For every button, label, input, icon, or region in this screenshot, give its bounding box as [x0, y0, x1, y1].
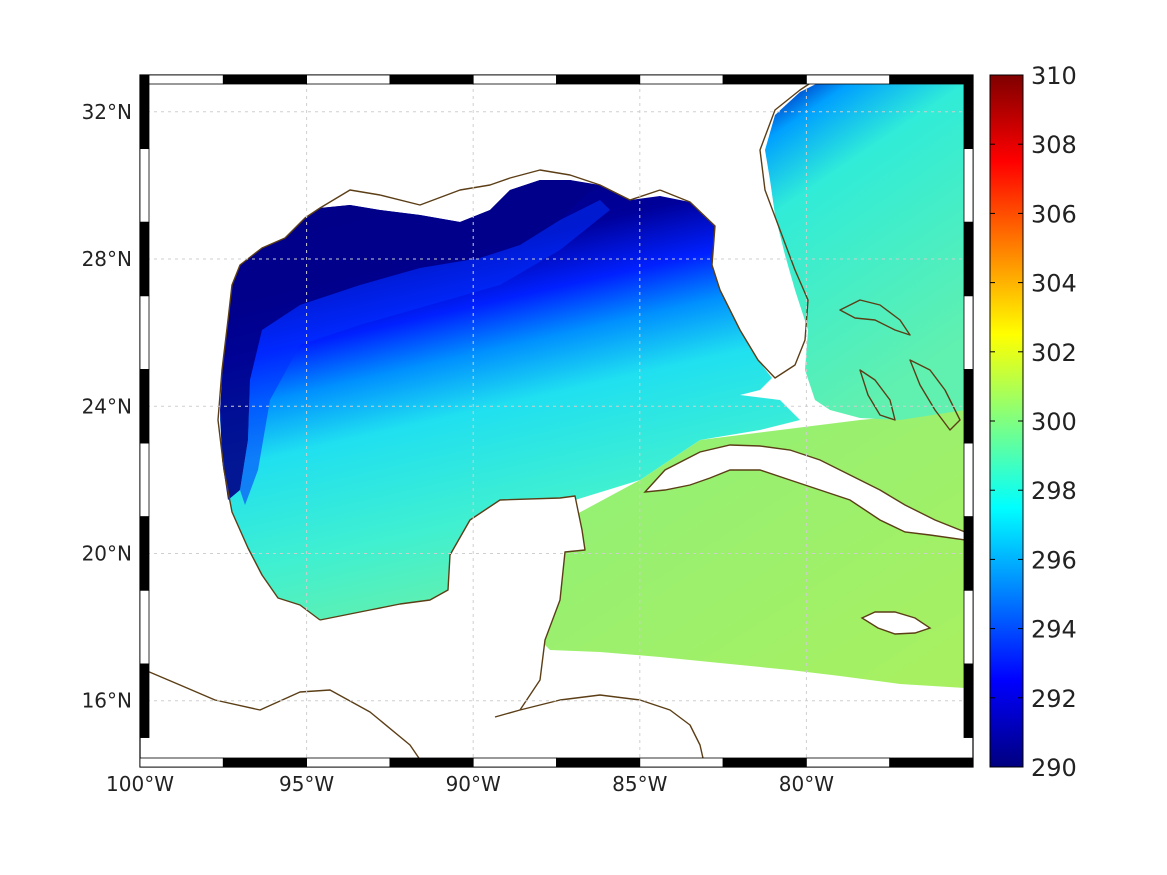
colorbar-gradient [989, 74, 1024, 768]
border-segment-bottom [639, 757, 724, 768]
border-segment-left [139, 369, 150, 444]
lat-tick-label: 16°N [82, 689, 132, 713]
border-segment-bottom [306, 757, 391, 768]
border-segment-top [472, 74, 557, 85]
border-segment-bottom [472, 757, 557, 768]
colorbar-tick-label: 304 [1031, 270, 1077, 298]
map-gridlines [140, 75, 973, 767]
border-segment-top [306, 74, 391, 85]
colorbar-tick-label: 292 [1031, 685, 1077, 713]
border-segment-left [139, 295, 150, 370]
border-segment-right [963, 369, 974, 444]
colorbar-tick-label: 302 [1031, 339, 1077, 367]
border-segment-left [139, 74, 150, 150]
jamaica-land [860, 611, 932, 635]
border-segment-bottom [889, 757, 974, 768]
lon-tick-label: 90°W [446, 772, 501, 796]
border-segment-left [139, 221, 150, 297]
lon-tick-label: 95°W [279, 772, 334, 796]
colorbar-tick-label: 290 [1031, 754, 1077, 782]
map-axes [140, 75, 973, 767]
longitude-labels: 100°W 95°W 90°W 85°W 80°W [106, 772, 834, 796]
border-segment-bottom [139, 757, 224, 768]
atlantic-sst-field [765, 82, 965, 420]
lon-tick-label: 100°W [106, 772, 174, 796]
border-segment-right [963, 589, 974, 665]
latitude-labels: 32°N 28°N 24°N 20°N 16°N [82, 100, 132, 713]
border-segment-right [963, 295, 974, 370]
colorbar: 310 308 306 304 302 300 298 296 294 292 290 [989, 62, 1077, 782]
border-segment-bottom [389, 757, 474, 768]
border-segment-bottom [556, 757, 641, 768]
border-segment-left [139, 148, 150, 223]
border-segment-top [389, 74, 474, 85]
border-segment-left [139, 442, 150, 518]
lat-tick-label: 28°N [82, 247, 132, 271]
colorbar-tick-label: 298 [1031, 477, 1077, 505]
border-segment-top [722, 74, 807, 85]
western-cold-shelf [220, 180, 595, 500]
border-segment-top [139, 74, 224, 85]
border-segment-right [963, 74, 974, 150]
border-segment-bottom [722, 757, 807, 768]
border-segment-right [963, 221, 974, 297]
border-segment-top [806, 74, 891, 85]
colorbar-tick-label: 294 [1031, 616, 1077, 644]
colorbar-tick-label: 306 [1031, 200, 1077, 228]
border-segment-right [963, 442, 974, 518]
lon-tick-label: 85°W [612, 772, 667, 796]
border-segment-top [222, 74, 308, 85]
colorbar-tick-label: 296 [1031, 546, 1077, 574]
colorbar-tick-label: 300 [1031, 408, 1077, 436]
border-segment-left [139, 663, 150, 738]
border-segment-right [963, 663, 974, 738]
colorbar-tick-label: 308 [1031, 131, 1077, 159]
border-segment-right [963, 516, 974, 591]
colorbar-tick-label: 310 [1031, 62, 1077, 90]
border-segment-bottom [806, 757, 891, 768]
border-segment-left [139, 516, 150, 591]
lat-tick-label: 32°N [82, 100, 132, 124]
border-segment-top [556, 74, 641, 85]
map-border [139, 74, 974, 768]
lon-tick-label: 80°W [779, 772, 834, 796]
border-segment-left [139, 589, 150, 665]
border-segment-bottom [222, 757, 308, 768]
border-segment-right [963, 148, 974, 223]
colorbar-ticks: 310 308 306 304 302 300 298 296 294 292 290 [990, 62, 1077, 782]
border-segment-top [639, 74, 724, 85]
yucatan-land [445, 496, 585, 717]
border-segment-top [889, 74, 974, 85]
lat-tick-label: 24°N [82, 394, 132, 418]
lat-tick-label: 20°N [82, 542, 132, 566]
